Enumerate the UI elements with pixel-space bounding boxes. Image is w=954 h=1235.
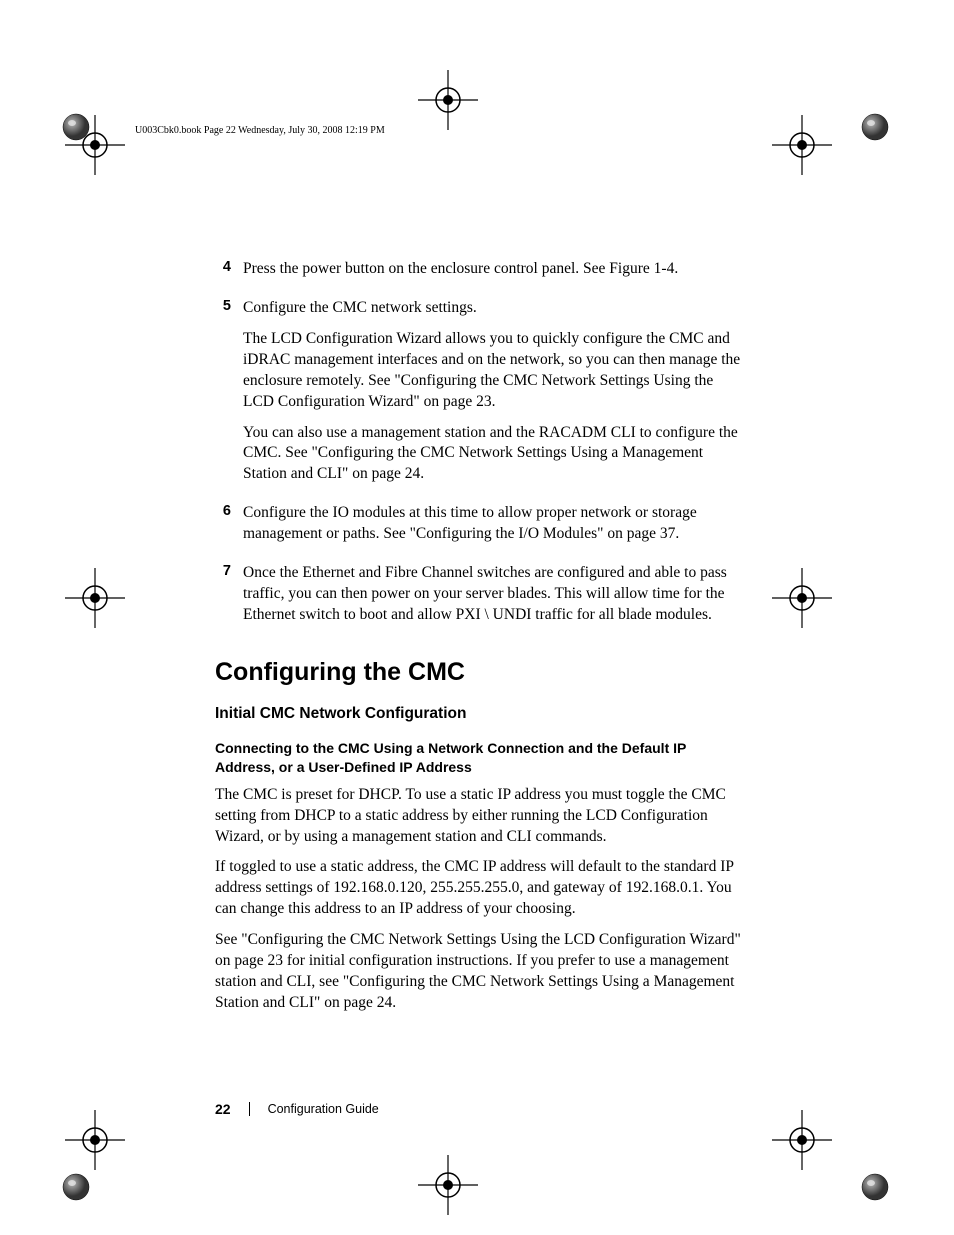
corner-ball-icon [61,112,91,142]
list-number: 7 [215,563,243,636]
list-para: Once the Ethernet and Fibre Channel swit… [243,563,745,626]
list-item: 4 Press the power button on the enclosur… [215,259,745,290]
body-paragraph: See "Configuring the CMC Network Setting… [215,930,745,1014]
list-body: Press the power button on the enclosure … [243,259,745,290]
registration-mark-icon [418,1155,478,1215]
list-number: 4 [215,259,243,290]
list-para: Configure the IO modules at this time to… [243,503,745,545]
corner-ball-icon [860,112,890,142]
list-body: Configure the IO modules at this time to… [243,503,745,555]
corner-ball-icon [61,1172,91,1202]
list-body: Configure the CMC network settings. The … [243,298,745,495]
page: U003Cbk0.book Page 22 Wednesday, July 30… [0,0,954,1235]
list-para: The LCD Configuration Wizard allows you … [243,329,745,413]
list-para: Configure the CMC network settings. [243,298,745,319]
corner-ball-icon [860,1172,890,1202]
registration-mark-icon [418,70,478,130]
heading-2: Initial CMC Network Configuration [215,705,745,723]
list-item: 6 Configure the IO modules at this time … [215,503,745,555]
page-footer: 22 Configuration Guide [215,1101,379,1117]
footer-label: Configuration Guide [268,1102,379,1116]
numbered-list: 4 Press the power button on the enclosur… [215,259,745,636]
registration-mark-icon [65,1110,125,1170]
running-header: U003Cbk0.book Page 22 Wednesday, July 30… [135,125,385,136]
list-para: You can also use a management station an… [243,423,745,486]
page-number: 22 [215,1101,231,1117]
heading-1: Configuring the CMC [215,658,745,687]
heading-3: Connecting to the CMC Using a Network Co… [215,739,745,777]
list-body: Once the Ethernet and Fibre Channel swit… [243,563,745,636]
registration-mark-icon [65,568,125,628]
body-paragraph: The CMC is preset for DHCP. To use a sta… [215,785,745,848]
list-item: 7 Once the Ethernet and Fibre Channel sw… [215,563,745,636]
footer-divider [249,1102,250,1116]
registration-mark-icon [772,568,832,628]
registration-mark-icon [772,1110,832,1170]
content-area: 4 Press the power button on the enclosur… [215,259,745,1024]
list-number: 5 [215,298,243,495]
list-item: 5 Configure the CMC network settings. Th… [215,298,745,495]
list-number: 6 [215,503,243,555]
list-para: Press the power button on the enclosure … [243,259,745,280]
registration-mark-icon [772,115,832,175]
body-paragraph: If toggled to use a static address, the … [215,857,745,920]
